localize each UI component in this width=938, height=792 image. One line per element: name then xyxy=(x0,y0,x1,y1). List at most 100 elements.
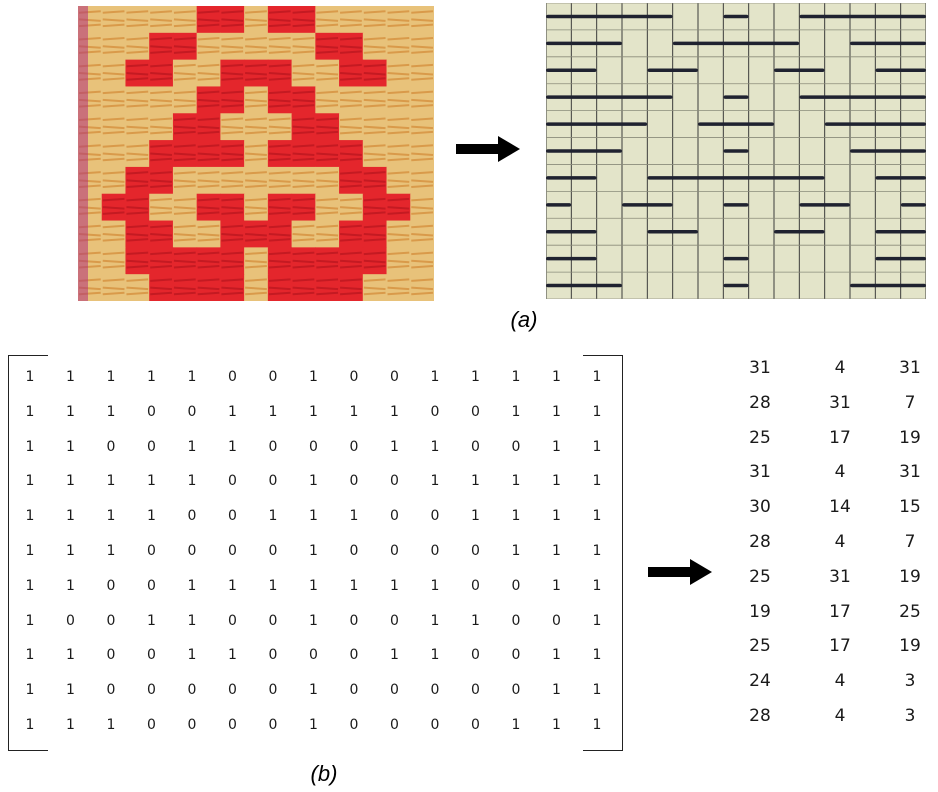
thread-line xyxy=(102,157,125,162)
thread-line xyxy=(150,152,173,156)
thread-line xyxy=(387,23,410,28)
thread-line xyxy=(173,130,196,135)
matrix-cell: 0 xyxy=(390,612,399,629)
thread-line xyxy=(197,37,220,41)
result-cell: 25 xyxy=(899,601,921,622)
matrix-cell: 1 xyxy=(592,612,602,629)
matrix-cell: 0 xyxy=(187,508,197,525)
matrix-cell: 1 xyxy=(592,647,602,664)
thread-line xyxy=(173,232,196,237)
thread-line xyxy=(268,184,291,189)
matrix-cell: 1 xyxy=(309,612,318,629)
thread-line xyxy=(387,10,410,14)
matrix-cell: 0 xyxy=(390,508,399,525)
thread-line xyxy=(102,224,125,229)
thread-line xyxy=(197,286,220,291)
thread-line xyxy=(150,184,173,189)
thread-line xyxy=(363,179,386,183)
thread-line xyxy=(363,206,386,210)
thread-line xyxy=(245,144,267,148)
matrix-cell: 1 xyxy=(187,438,197,455)
thread-line xyxy=(126,206,149,210)
matrix-cell: 1 xyxy=(25,403,35,420)
thread-line xyxy=(363,144,386,148)
thread-line xyxy=(316,171,339,175)
thread-line xyxy=(221,232,244,237)
thread-line xyxy=(363,50,386,54)
thread-line xyxy=(102,286,125,291)
thread-line xyxy=(339,104,362,108)
thread-line xyxy=(411,211,434,215)
thread-line xyxy=(173,72,196,76)
thread-line xyxy=(221,224,244,229)
matrix-cell: 0 xyxy=(106,647,116,664)
result-cell: 31 xyxy=(749,462,771,483)
thread-line xyxy=(268,10,291,14)
thread-line xyxy=(126,117,149,121)
matrix-cell: 1 xyxy=(66,438,75,455)
thread-line xyxy=(316,130,339,135)
thread-line xyxy=(245,232,267,237)
thread-line xyxy=(150,206,173,210)
binary-matrix: 1 1 1 1 1 0 0 1 0 0 1 1 1 1 1 1 1 1 0 0 1 1 1 1 1 0 0 1 1 1 1 1 0 0 1 1 0 0 0 1… xyxy=(8,355,623,751)
thread-line xyxy=(245,10,267,14)
fabric-edge xyxy=(78,6,88,301)
thread-line xyxy=(268,179,291,183)
thread-line xyxy=(150,211,173,215)
thread-line xyxy=(411,259,434,264)
thread-line xyxy=(197,206,220,210)
thread-line xyxy=(411,291,434,296)
thread-line xyxy=(173,152,196,156)
thread-line xyxy=(245,224,267,229)
matrix-cell: 1 xyxy=(187,647,197,664)
matrix-cell: 0 xyxy=(106,612,116,629)
result-cell: 19 xyxy=(899,636,921,657)
thread-line xyxy=(292,157,315,162)
thread-line xyxy=(126,50,149,54)
matrix-cell: 0 xyxy=(511,682,521,699)
thread-line xyxy=(387,171,410,175)
thread-line xyxy=(316,23,339,28)
matrix-cell: 1 xyxy=(390,403,399,420)
thread-line xyxy=(245,291,267,296)
thread-line xyxy=(126,291,149,296)
thread-line xyxy=(387,117,410,121)
thread-line xyxy=(268,130,291,135)
thread-line xyxy=(268,224,291,229)
thread-line xyxy=(387,197,410,202)
thread-line xyxy=(126,72,149,76)
thread-line xyxy=(268,63,291,68)
matrix-cell: 0 xyxy=(147,403,156,420)
thread-line xyxy=(268,98,291,103)
thread-line xyxy=(150,45,173,49)
thread-line xyxy=(102,259,125,264)
thread-line xyxy=(268,264,291,269)
matrix-cell: 1 xyxy=(228,403,237,420)
matrix-cell: 0 xyxy=(349,647,359,664)
thread-line xyxy=(245,50,267,54)
matrix-cell: 0 xyxy=(349,717,359,733)
thread-line xyxy=(268,197,291,202)
thread-line xyxy=(363,224,386,229)
thread-line xyxy=(411,90,434,95)
thread-line xyxy=(245,179,267,183)
thread-line xyxy=(126,90,149,95)
thread-line xyxy=(339,90,362,95)
thread-line xyxy=(173,259,196,264)
thread-line xyxy=(221,23,244,28)
thread-line xyxy=(102,45,125,49)
matrix-cell: 0 xyxy=(349,369,359,385)
result-cell: 17 xyxy=(829,601,851,622)
thread-line xyxy=(411,125,434,130)
thread-line xyxy=(387,98,410,103)
matrix-cell: 1 xyxy=(66,369,75,385)
thread-line xyxy=(339,157,362,162)
thread-line xyxy=(126,125,149,130)
thread-line xyxy=(411,278,434,282)
thread-line xyxy=(363,211,386,215)
matrix-cell: 1 xyxy=(471,369,480,385)
thread-line xyxy=(197,224,220,229)
matrix-cell: 1 xyxy=(309,473,318,490)
thread-line xyxy=(316,224,339,229)
thread-line xyxy=(150,98,173,103)
